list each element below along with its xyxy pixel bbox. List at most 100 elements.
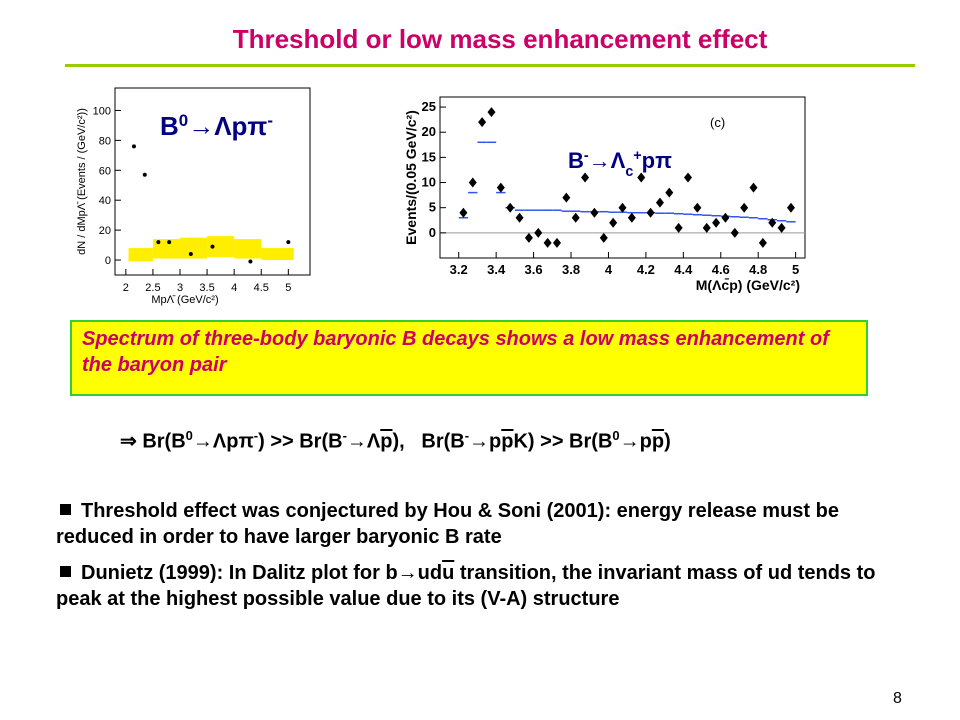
data-point	[684, 172, 693, 183]
y-tick-label: 10	[422, 175, 436, 190]
data-point	[188, 252, 193, 257]
band	[234, 239, 262, 259]
formula-part: →p	[619, 430, 652, 453]
x-tick-label: 4.6	[712, 262, 730, 277]
highlight-text: Spectrum of three-body baryonic B decays…	[82, 328, 829, 376]
x-tick-label: 2.5	[145, 282, 160, 294]
formula-part: p	[651, 430, 665, 453]
decay-label-part: →Λ	[589, 148, 626, 173]
x-tick-label: 4	[231, 282, 237, 294]
y-tick-label: 0	[429, 225, 436, 240]
y-tick-label: 20	[422, 124, 436, 139]
decay-label: B-→Λc+pπ	[568, 148, 672, 180]
data-point	[590, 207, 599, 218]
x-tick-label: 4.4	[674, 262, 693, 277]
data-point	[468, 177, 477, 188]
formula-part: 0	[612, 428, 620, 443]
y-tick-label: 0	[105, 255, 111, 267]
x-tick-label: 5	[792, 262, 799, 277]
data-point	[210, 244, 215, 249]
y-tick-label: 80	[99, 135, 111, 147]
data-point	[786, 202, 795, 213]
formula-part: →p	[469, 430, 502, 453]
formula-part: p	[380, 430, 393, 453]
y-tick-label: 15	[422, 149, 436, 164]
formula-part: ) >> Br(B	[258, 430, 343, 453]
data-point	[702, 222, 711, 233]
decay-label-part: c	[625, 164, 633, 180]
bullet: Threshold effect was conjectured by Hou …	[56, 498, 916, 550]
band	[207, 236, 235, 258]
data-point	[721, 212, 730, 223]
data-point	[655, 197, 664, 208]
x-tick-label: 4.5	[254, 282, 269, 294]
band	[152, 239, 180, 259]
band	[261, 248, 294, 261]
data-point	[581, 172, 590, 183]
data-point	[599, 232, 608, 243]
data-point	[515, 212, 524, 223]
page-number: 8	[893, 690, 902, 707]
x-tick-label: 3.8	[562, 262, 580, 277]
formula-part: -	[253, 428, 259, 443]
highlight-box: Spectrum of three-body baryonic B decays…	[70, 320, 868, 396]
data-point	[637, 172, 646, 183]
data-point	[506, 202, 515, 213]
data-point	[740, 202, 749, 213]
decay-label-part: +	[633, 148, 641, 164]
formula-part: K) >> Br(B	[513, 430, 613, 453]
y-tick-label: 25	[422, 99, 436, 114]
x-tick-label: 4.2	[637, 262, 655, 277]
data-point	[496, 182, 505, 193]
decay-label-part: 0	[179, 111, 188, 130]
data-point	[286, 240, 291, 245]
data-point	[248, 259, 253, 264]
data-point	[156, 240, 161, 245]
data-point	[459, 207, 468, 218]
data-point	[693, 202, 702, 213]
bullet-text: u	[442, 562, 455, 584]
x-tick-label: 3.4	[487, 262, 506, 277]
data-point	[571, 212, 580, 223]
formula: ⇒ Br(B0→Λpπ-) >> Br(B-→Λp), Br(B-→ppK) >…	[120, 428, 671, 454]
data-point	[618, 202, 627, 213]
x-tick-label: 3.2	[450, 262, 468, 277]
formula-part: 0	[185, 428, 193, 443]
y-tick-label: 100	[93, 105, 111, 117]
x-tick-label: 3.5	[199, 282, 214, 294]
y-tick-label: 5	[429, 200, 436, 215]
data-point	[142, 172, 147, 177]
data-point	[562, 192, 571, 203]
data-point	[665, 187, 674, 198]
bullet-text: transition, the invariant mass of ud ten…	[56, 562, 876, 610]
x-tick-label: 3.6	[525, 262, 543, 277]
y-tick-label: 20	[99, 225, 111, 237]
formula-part: ), Br(B	[392, 430, 465, 453]
y-tick-label: 40	[99, 195, 111, 207]
data-point	[524, 232, 533, 243]
decay-label-part: pπ	[642, 148, 672, 173]
data-point	[552, 237, 561, 248]
y-tick-label: 60	[99, 165, 111, 177]
bullet: Dunietz (1999): In Dalitz plot for b→udu…	[56, 560, 916, 612]
data-point	[627, 212, 636, 223]
x-tick-label: 3	[177, 282, 183, 294]
y-axis-label: dN / dMpΛ̄ (Events / (GeV/c²))	[76, 108, 88, 255]
data-point	[730, 227, 739, 238]
formula-part: p	[501, 430, 514, 453]
x-tick-label: 4	[605, 262, 613, 277]
formula-part: )	[664, 430, 671, 453]
band	[128, 248, 153, 262]
data-point	[131, 144, 136, 149]
formula-part: -	[342, 428, 347, 443]
formula-part: ⇒ Br(B	[120, 430, 186, 453]
data-point	[749, 182, 758, 193]
decay-label-part: -	[267, 111, 273, 130]
data-point	[609, 217, 618, 228]
data-point	[758, 237, 767, 248]
plot-frame	[439, 96, 806, 259]
formula-part: →Λ	[346, 430, 381, 453]
decay-label-part: -	[584, 148, 589, 164]
slide-title: Threshold or low mass enhancement effect	[232, 24, 768, 54]
